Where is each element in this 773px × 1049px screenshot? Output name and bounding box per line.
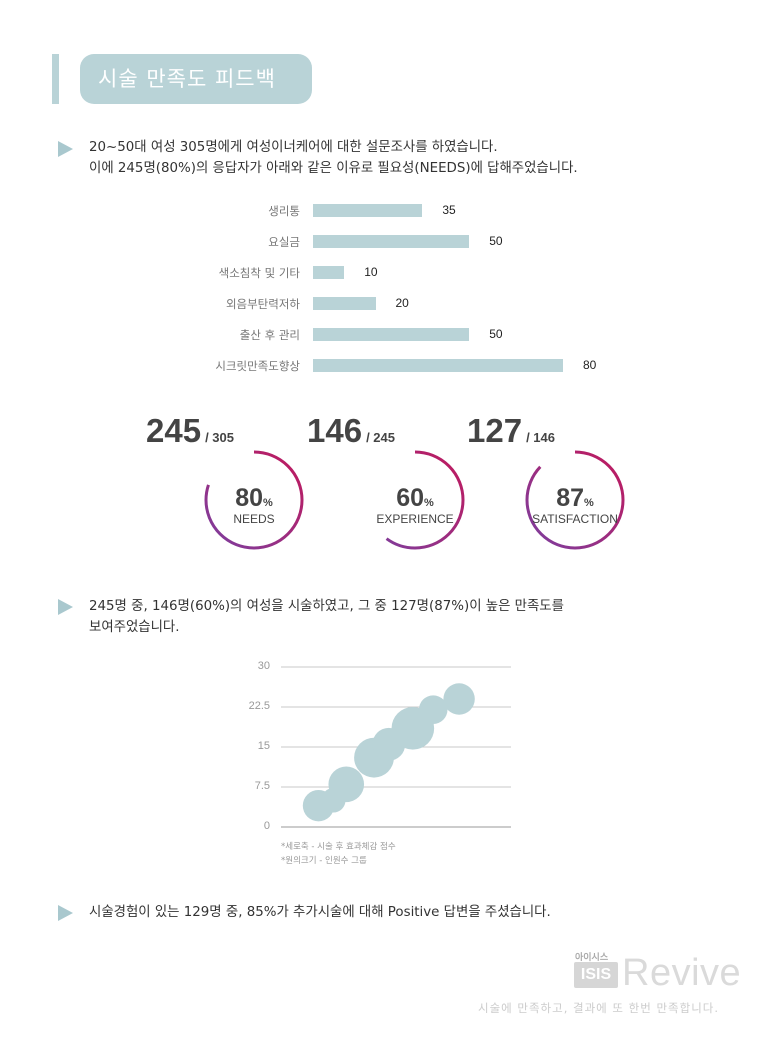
brand-logo: Revive	[622, 952, 742, 994]
progress-ring	[525, 450, 625, 550]
bar	[313, 359, 563, 372]
bar-category-label: 시크릿만족도향상	[215, 359, 300, 373]
bullet-triangle-icon	[58, 905, 73, 921]
stat-count-total: / 245	[366, 430, 395, 445]
logo-small-text: 아이시스	[575, 953, 609, 963]
stat-percent: 60%	[396, 484, 434, 512]
bubble-point	[328, 766, 365, 803]
stat-count: 146/ 245	[307, 412, 395, 450]
section2-line-1: 245명 중, 146명(60%)의 여성을 시술하였고, 그 중 127명(8…	[89, 599, 564, 614]
stat-percent: 87%	[556, 484, 594, 512]
y-tick-label: 0	[263, 820, 270, 832]
stat-count-big: 127	[467, 412, 523, 449]
bar	[313, 235, 470, 248]
bar-category-label: 외음부탄력저하	[225, 297, 300, 311]
y-tick-label: 7.5	[254, 780, 270, 792]
page-title: 시술 만족도 피드백	[80, 54, 312, 104]
section2-paragraph: 245명 중, 146명(60%)의 여성을 시술하였고, 그 중 127명(8…	[89, 596, 564, 638]
section3-line-1: 시술경험이 있는 129명 중, 85%가 추가시술에 대해 Positive …	[89, 905, 551, 920]
intro-line-1: 20~50대 여성 305명에게 여성이너케어에 대한 설문조사를 하였습니다.	[89, 140, 498, 155]
bar	[313, 266, 345, 279]
progress-ring-arc	[204, 450, 304, 550]
bubble-point	[443, 683, 475, 715]
title-accent-bar	[52, 54, 59, 104]
bar	[313, 204, 423, 217]
chart-note-y-axis: *세로축 - 시술 후 효과체감 점수	[281, 842, 396, 852]
bar-category-label: 요실금	[268, 235, 300, 249]
chart-note-bubble-size: *원의크기 - 인원수 그룹	[281, 856, 367, 866]
stat-percent-unit: %	[584, 497, 594, 509]
logo-mark: ISIS	[574, 962, 618, 988]
footer-tagline: 시술에 만족하고, 결과에 또 한번 만족합니다.	[478, 1001, 720, 1015]
progress-ring-arc	[365, 450, 465, 550]
stat-label: EXPERIENCE	[376, 512, 454, 526]
bar-value-label: 10	[364, 265, 378, 279]
bar	[313, 297, 376, 310]
stat-percent-unit: %	[263, 497, 273, 509]
bar-category-label: 색소침착 및 기타	[218, 266, 300, 280]
stat-label: SATISFACTION	[532, 512, 618, 526]
bar-value-label: 50	[489, 327, 503, 341]
bar-value-label: 50	[489, 234, 503, 248]
progress-ring	[204, 450, 304, 550]
stat-count-total: / 146	[526, 430, 555, 445]
y-tick-label: 22.5	[248, 700, 270, 712]
stat-label: NEEDS	[233, 512, 275, 526]
intro-paragraph: 20~50대 여성 305명에게 여성이너케어에 대한 설문조사를 하였습니다.…	[89, 137, 578, 179]
bubble-point	[418, 695, 448, 724]
stat-count-total: / 305	[205, 430, 234, 445]
bar	[313, 328, 470, 341]
y-tick-label: 30	[257, 660, 270, 672]
bullet-triangle-icon	[58, 599, 73, 615]
bar-value-label: 20	[395, 296, 409, 310]
stat-count: 127/ 146	[467, 412, 555, 450]
progress-ring-arc	[525, 450, 625, 550]
bar-value-label: 35	[442, 203, 456, 217]
stat-percent-unit: %	[424, 497, 434, 509]
stat-count-big: 245	[146, 412, 202, 449]
y-tick-label: 15	[257, 740, 270, 752]
stat-count: 245/ 305	[146, 412, 234, 450]
bar-category-label: 생리통	[268, 204, 300, 218]
progress-ring	[365, 450, 465, 550]
bar-value-label: 80	[583, 358, 597, 372]
stat-percent: 80%	[235, 484, 273, 512]
bullet-triangle-icon	[58, 141, 73, 157]
stat-count-big: 146	[307, 412, 363, 449]
bar-category-label: 출산 후 관리	[239, 328, 300, 342]
intro-line-2: 이에 245명(80%)의 응답자가 아래와 같은 이유로 필요성(NEEDS)…	[89, 161, 578, 176]
section2-line-2: 보여주었습니다.	[89, 620, 180, 635]
